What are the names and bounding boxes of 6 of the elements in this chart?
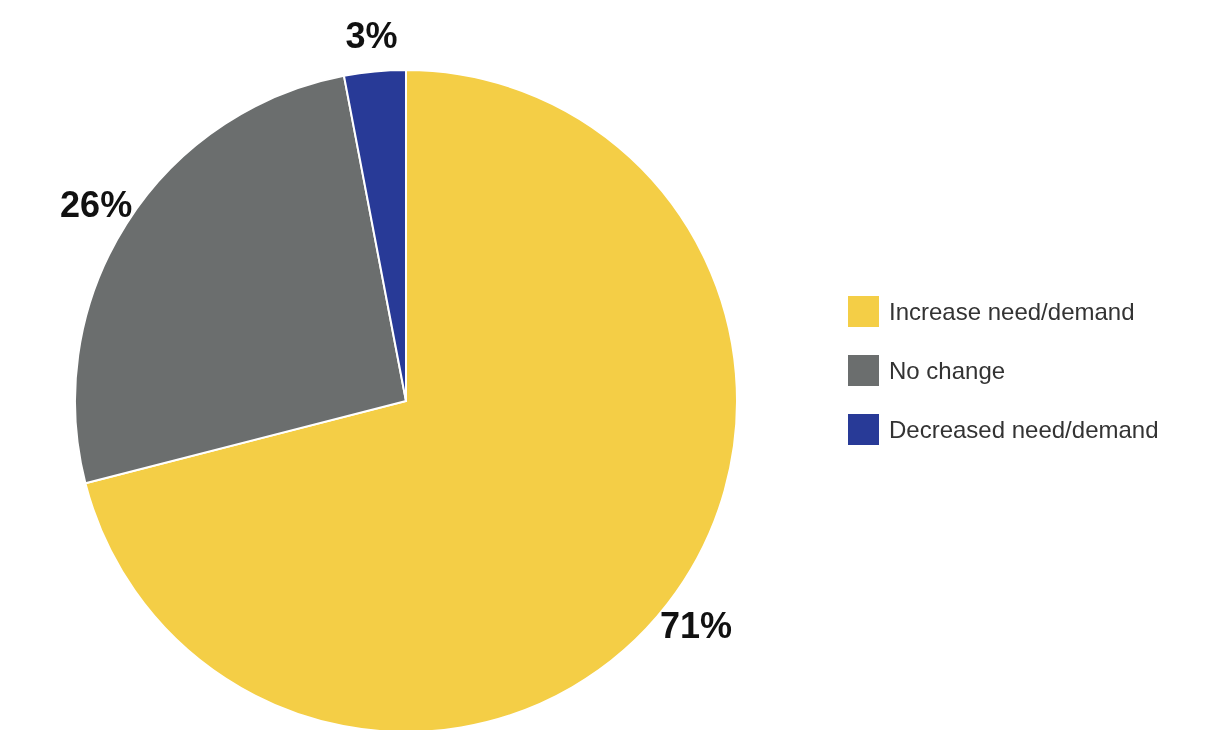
data-label: 3% — [345, 15, 398, 57]
legend-label: Increase need/demand — [889, 297, 1135, 326]
data-label: 26% — [60, 183, 133, 225]
legend-label: Decreased need/demand — [889, 415, 1159, 444]
legend-label: No change — [889, 356, 1006, 385]
data-label: 71% — [659, 605, 733, 647]
